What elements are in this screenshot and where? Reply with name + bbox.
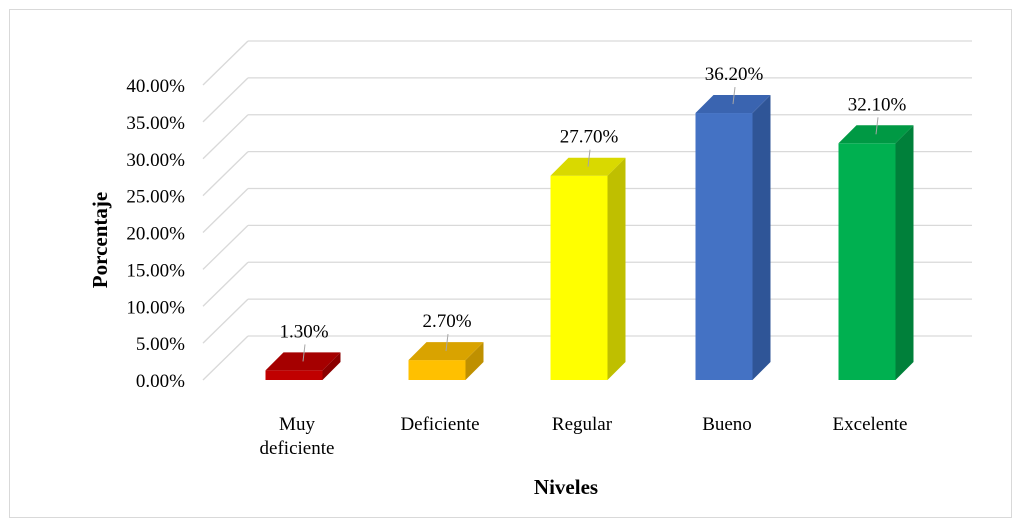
bar-front	[838, 143, 896, 380]
bar-5	[838, 125, 914, 380]
leader-line	[587, 149, 591, 167]
y-tick-label: 10.00%	[126, 297, 185, 318]
bar-side	[607, 157, 626, 380]
bars	[265, 95, 914, 381]
bar-front	[695, 113, 753, 381]
gridline-diagonal	[202, 77, 249, 123]
bar-side	[322, 352, 341, 380]
gridline-diagonal	[202, 114, 249, 160]
bar-side	[752, 95, 771, 381]
y-tick-label: 40.00%	[126, 76, 185, 97]
leader-line	[302, 344, 306, 362]
leader-line	[445, 334, 449, 352]
gridline-diagonal	[202, 335, 249, 381]
data-label: 27.70%	[560, 127, 619, 148]
category-label: Regular	[552, 414, 613, 435]
y-tick-label: 0.00%	[136, 371, 185, 392]
gridline-diagonal	[202, 224, 249, 270]
bar-2	[408, 342, 484, 380]
x-axis-categories: Muy deficiente Deficiente Regular Bueno Excel…	[260, 414, 908, 459]
category-label: Bueno	[702, 414, 752, 435]
bar-4	[695, 95, 771, 381]
category-label: Excelente	[833, 414, 908, 435]
y-tick-label: 25.00%	[126, 187, 185, 208]
bar-front	[408, 360, 466, 380]
y-tick-label: 20.00%	[126, 224, 185, 245]
y-tick-label: 35.00%	[126, 113, 185, 134]
leader-line	[875, 117, 879, 135]
data-label: 32.10%	[848, 94, 907, 115]
y-axis-ticks: 0.00% 5.00% 10.00% 15.00% 20.00% 25.00% 30.00%…	[126, 76, 185, 392]
bar-front	[265, 370, 323, 380]
y-tick-label: 30.00%	[126, 150, 185, 171]
y-axis-title: Porcentaje	[88, 192, 112, 288]
bar-side	[895, 125, 914, 380]
bar-3	[550, 157, 626, 380]
data-label: 36.20%	[705, 64, 764, 85]
data-label: 1.30%	[279, 321, 328, 342]
chart-frame: 0.00% 5.00% 10.00% 15.00% 20.00% 25.00% 30.00%…	[9, 9, 1012, 518]
y-tick-label: 15.00%	[126, 260, 185, 281]
category-label: Deficiente	[400, 414, 479, 435]
bar-side	[465, 342, 484, 380]
bar-1	[265, 352, 341, 380]
gridline-diagonal	[202, 151, 249, 197]
x-axis-title: Niveles	[534, 475, 598, 499]
gridline-diagonal	[202, 188, 249, 233]
gridline-diagonal	[202, 261, 249, 307]
bar-chart: 0.00% 5.00% 10.00% 15.00% 20.00% 25.00% 30.00%…	[88, 40, 972, 499]
category-label: Muy deficiente	[260, 414, 335, 459]
gridline-diagonal	[202, 40, 249, 86]
gridline-diagonal	[202, 298, 249, 344]
y-tick-label: 5.00%	[136, 334, 185, 355]
bar-front	[550, 175, 608, 380]
data-labels: 1.30% 2.70% 27.70% 36.20% 32.10%	[279, 64, 907, 362]
leader-line	[732, 86, 736, 105]
data-label: 2.70%	[422, 311, 471, 332]
